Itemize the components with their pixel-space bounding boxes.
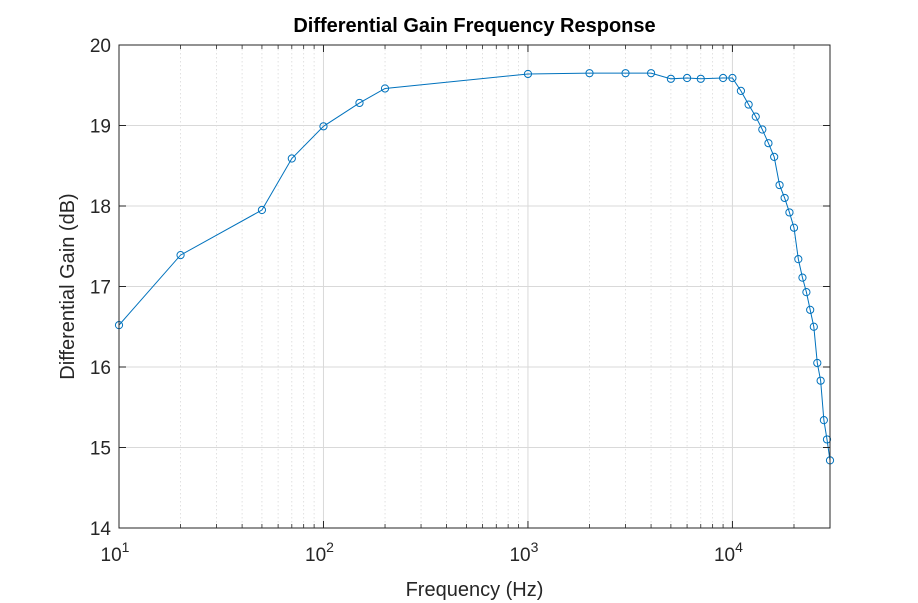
y-axis-label: Differential Gain (dB)	[57, 193, 79, 379]
chart-title: Differential Gain Frequency Response	[293, 15, 655, 37]
data-point	[736, 86, 746, 95]
y-tick-label: 16	[90, 358, 111, 379]
data-point	[785, 208, 794, 217]
x-tick-label: 101	[101, 539, 130, 566]
data-point	[257, 205, 267, 215]
data-point	[176, 251, 185, 260]
data-point	[287, 154, 296, 163]
x-tick-label: 104	[714, 539, 743, 566]
data-point	[813, 358, 822, 368]
y-tick-label: 14	[90, 519, 112, 540]
data-point	[718, 73, 728, 83]
data-point	[585, 69, 594, 78]
data-point	[798, 273, 807, 282]
x-tick-label: 102	[305, 539, 334, 566]
data-point	[770, 152, 779, 161]
y-tick-label: 18	[90, 197, 111, 218]
data-point	[621, 69, 630, 78]
series-line	[118, 72, 831, 461]
data-point	[319, 122, 328, 131]
data-point	[523, 69, 533, 79]
axis-ticks	[118, 44, 830, 529]
data-point	[728, 73, 737, 83]
data-point	[380, 84, 390, 93]
data-point	[696, 74, 705, 83]
y-tick-labels: 14 15 16 17 18 19 20	[90, 36, 112, 540]
data-point	[794, 255, 803, 264]
data-point	[789, 223, 799, 232]
data-point	[751, 112, 760, 121]
major-grid	[119, 45, 830, 528]
x-axis-label: Frequency (Hz)	[406, 579, 544, 601]
data-point	[758, 125, 767, 134]
y-tick-label: 15	[90, 439, 111, 460]
data-point	[666, 74, 675, 83]
y-tick-label: 20	[90, 36, 111, 57]
data-point	[355, 98, 364, 108]
y-tick-label: 19	[90, 117, 111, 138]
data-point	[764, 139, 773, 148]
data-point	[802, 288, 811, 297]
x-tick-label: 103	[509, 539, 538, 566]
data-point	[816, 376, 825, 385]
data-point	[822, 435, 832, 444]
data-point	[682, 73, 692, 83]
data-point	[806, 305, 815, 314]
series-layer	[114, 69, 835, 465]
data-point	[809, 322, 818, 331]
data-point	[646, 69, 656, 78]
data-point	[780, 193, 789, 203]
x-tick-labels: 101 102 103 104	[101, 539, 744, 566]
y-tick-label: 17	[90, 278, 111, 299]
data-point	[744, 100, 753, 109]
data-point	[775, 180, 784, 190]
data-point	[819, 416, 828, 425]
